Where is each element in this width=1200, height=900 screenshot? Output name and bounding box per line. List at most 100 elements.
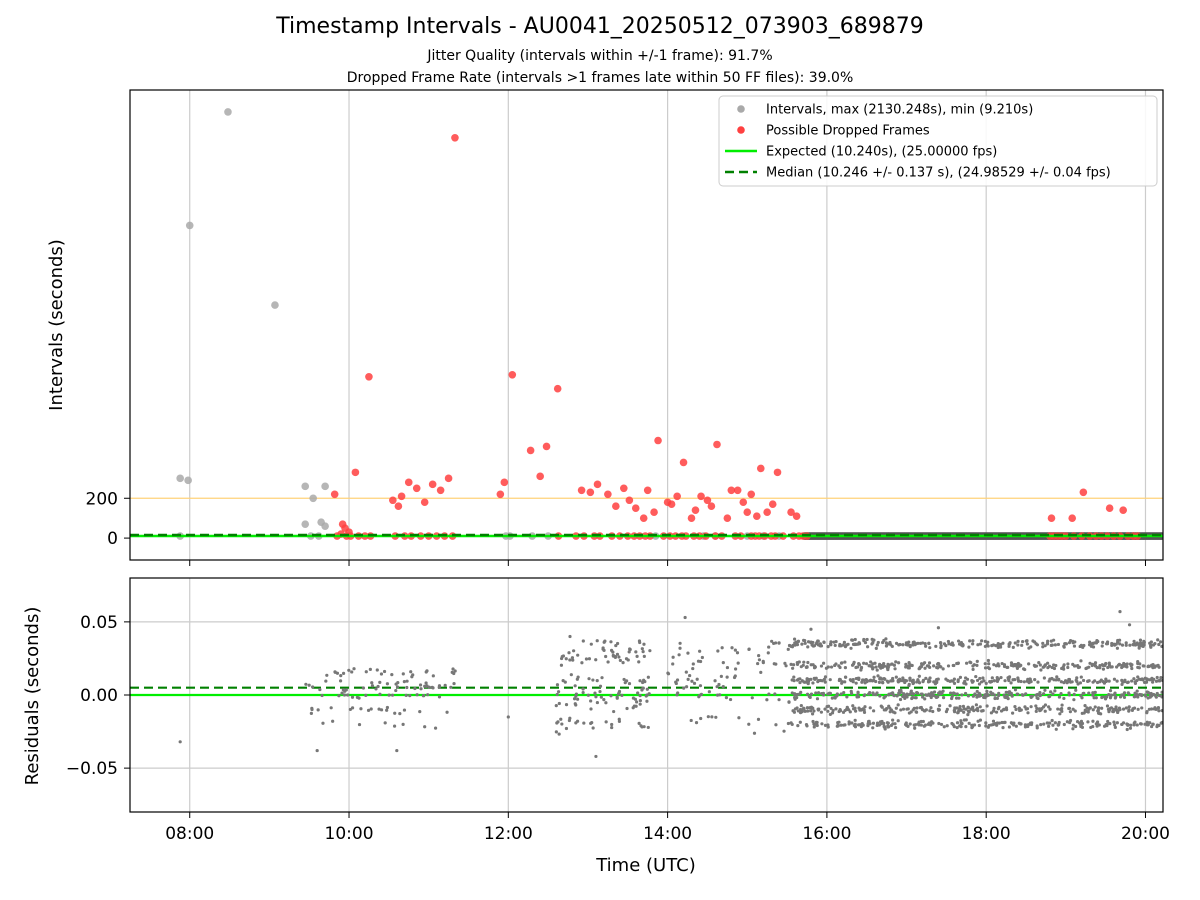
residual-point <box>799 704 803 708</box>
residual-point <box>1056 707 1060 711</box>
residual-point <box>783 661 787 665</box>
residual-point <box>985 704 989 708</box>
residual-point <box>625 679 629 683</box>
residual-point <box>983 696 987 700</box>
residual-point <box>855 694 859 698</box>
residual-point <box>828 678 832 682</box>
residual-point <box>816 678 821 683</box>
residual-point <box>385 682 390 686</box>
residual-point <box>932 664 936 668</box>
residual-point <box>805 706 809 710</box>
residual-point <box>833 696 837 700</box>
residual-point <box>700 655 704 660</box>
residual-point <box>1038 690 1042 695</box>
residual-point <box>1130 666 1134 671</box>
residual-point <box>315 748 319 753</box>
residual-point <box>929 723 933 727</box>
residual-point <box>1041 641 1045 645</box>
residual-point <box>1138 638 1143 642</box>
residual-point <box>821 691 826 695</box>
residual-point <box>903 696 907 701</box>
residual-point <box>882 724 886 728</box>
residual-point <box>795 662 800 666</box>
residual-point <box>604 720 608 724</box>
residual-point <box>379 708 384 712</box>
residual-point <box>970 725 975 729</box>
residual-point <box>443 683 447 687</box>
dropped-frame-point <box>508 370 517 379</box>
interval-point <box>271 301 279 309</box>
residual-point <box>636 691 640 695</box>
residual-point <box>638 694 642 698</box>
residual-point <box>419 687 423 691</box>
residual-point <box>1093 664 1098 668</box>
residual-point <box>733 674 737 678</box>
residual-point <box>976 709 980 713</box>
dropped-frame-point <box>412 484 421 493</box>
residual-point <box>615 695 619 699</box>
dropped-frame-point <box>654 436 662 445</box>
residual-point <box>850 638 854 642</box>
residual-point <box>378 680 382 685</box>
residual-point <box>1023 723 1027 727</box>
residual-point <box>972 663 976 667</box>
residual-point <box>971 642 975 646</box>
residuals-y-ticks: −0.05 0.00 0.05 <box>66 613 130 779</box>
residual-point <box>1011 645 1015 649</box>
residual-point <box>1082 643 1086 648</box>
residual-point <box>413 686 417 691</box>
residual-point <box>782 729 786 733</box>
residual-point <box>894 675 898 679</box>
residual-point <box>606 660 610 664</box>
residual-point <box>1057 695 1062 699</box>
residual-point <box>1155 675 1159 680</box>
residual-point <box>563 680 567 684</box>
residual-point <box>1120 665 1124 670</box>
residual-point <box>1005 665 1009 669</box>
residual-point <box>882 677 886 681</box>
residual-point <box>757 654 761 658</box>
residual-point <box>581 690 585 695</box>
residual-point <box>1068 710 1073 714</box>
residual-point <box>876 674 880 678</box>
residual-point <box>947 642 951 646</box>
residual-point <box>853 637 857 642</box>
residual-point <box>1065 720 1069 724</box>
residual-point <box>737 716 741 720</box>
residual-point <box>798 720 802 724</box>
residual-point <box>1091 680 1095 684</box>
residual-point <box>1139 641 1144 645</box>
residual-point <box>1026 724 1030 729</box>
residual-point <box>646 725 650 730</box>
residual-point <box>395 685 400 689</box>
residual-point <box>1123 678 1127 682</box>
residual-point <box>941 696 946 700</box>
residual-point <box>1121 707 1126 711</box>
residual-point <box>1034 709 1038 713</box>
dropped-frame-point <box>743 508 752 517</box>
residual-point <box>929 720 934 724</box>
residual-point <box>422 693 426 698</box>
residual-point <box>339 674 343 678</box>
chart-subtitle-dropped: Dropped Frame Rate (intervals >1 frames … <box>346 70 854 86</box>
residual-point <box>1107 710 1111 714</box>
residual-point <box>882 638 886 643</box>
residual-point <box>329 706 333 710</box>
residual-point <box>355 695 360 700</box>
residual-point <box>843 660 847 664</box>
residual-point <box>915 706 919 710</box>
residual-point <box>854 665 858 670</box>
residual-point <box>928 646 932 650</box>
x-tick-label: 14:00 <box>643 824 692 844</box>
residual-point <box>595 700 599 705</box>
residual-point <box>932 693 936 698</box>
residual-point <box>842 640 846 644</box>
residual-point <box>960 693 964 697</box>
dropped-frame-point <box>553 384 562 393</box>
residual-point <box>991 719 996 723</box>
residual-point <box>958 675 963 680</box>
residual-point <box>686 651 690 655</box>
residual-point <box>875 643 879 647</box>
residual-point <box>642 654 646 658</box>
interval-point <box>176 474 184 483</box>
